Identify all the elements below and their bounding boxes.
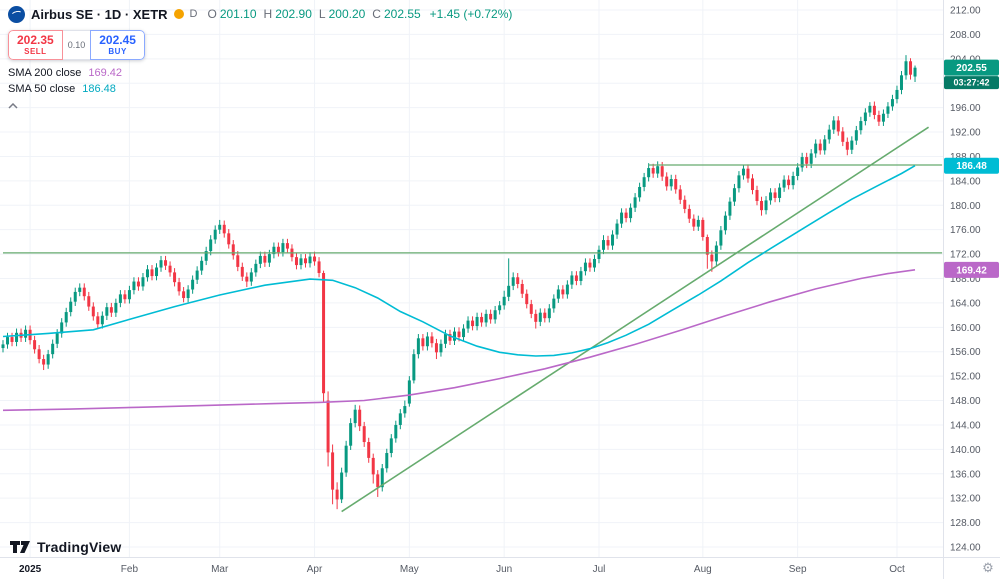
- collapse-legend-button[interactable]: [8, 100, 26, 112]
- price-tick-label: 160.00: [950, 323, 981, 334]
- candles-layer[interactable]: [1, 55, 917, 510]
- month-label: May: [400, 564, 419, 575]
- svg-text:186.48: 186.48: [956, 161, 987, 172]
- price-tick-label: 136.00: [950, 469, 981, 480]
- price-tick-label: 148.00: [950, 396, 981, 407]
- sma200-line[interactable]: [2, 269, 916, 412]
- low-value: 200.20: [328, 7, 366, 21]
- price-tick-label: 188.00: [950, 152, 981, 163]
- month-label: Sep: [789, 564, 807, 575]
- countdown-timer: 03:27:42: [953, 78, 989, 88]
- month-label: Jun: [496, 564, 512, 575]
- drawings-layer: [3, 126, 943, 513]
- price-tick-label: 184.00: [950, 176, 981, 187]
- indicator-sma200[interactable]: SMA 200 close 169.42: [8, 65, 512, 81]
- buy-sell-widget: 202.35 SELL 0.10 202.45 BUY: [8, 30, 145, 60]
- price-tick-label: 176.00: [950, 225, 981, 236]
- high-label: H: [263, 7, 273, 21]
- sell-price: 202.35: [17, 33, 54, 47]
- settings-icon[interactable]: ⚙: [982, 560, 994, 575]
- price-tick-label: 212.00: [950, 6, 981, 17]
- tradingview-logo[interactable]: TradingView: [10, 539, 121, 555]
- price-tick-label: 152.00: [950, 372, 981, 383]
- change-value: +1.45 (+0.72%): [429, 7, 513, 21]
- price-tick-label: 164.00: [950, 298, 981, 309]
- tradingview-logo-icon: [10, 540, 30, 553]
- high-value: 202.90: [275, 7, 312, 21]
- close-value: 202.55: [383, 7, 421, 21]
- close-label: C: [372, 7, 381, 21]
- sma200-price-badge: 169.42: [944, 261, 999, 278]
- month-label: Jul: [593, 564, 606, 575]
- delayed-data-icon: [173, 9, 184, 19]
- month-label: Apr: [307, 564, 323, 575]
- tradingview-brand-text: TradingView: [37, 539, 122, 555]
- sma50-line[interactable]: [2, 165, 916, 357]
- sell-button[interactable]: 202.35 SELL: [8, 30, 63, 60]
- price-tick-label: 172.00: [950, 250, 981, 261]
- buy-label: BUY: [108, 47, 127, 56]
- month-label: Oct: [889, 564, 905, 575]
- month-label: 2025: [19, 564, 42, 575]
- trendline[interactable]: [341, 126, 930, 513]
- buy-button[interactable]: 202.45 BUY: [90, 30, 145, 60]
- price-tick-label: 144.00: [950, 420, 981, 431]
- low-label: L: [318, 7, 326, 21]
- price-tick-label: 156.00: [950, 347, 981, 358]
- symbol-title[interactable]: Airbus SE · 1D · XETR: [31, 6, 168, 22]
- indicator-sma50-name: SMA 50 close: [8, 83, 76, 95]
- indicator-sma200-value: 169.42: [88, 67, 123, 79]
- indicator-sma200-name: SMA 200 close: [8, 67, 82, 79]
- time-tick-labels: 2025 Feb Mar Apr May Jun Jul Aug Sep Oct: [19, 564, 905, 575]
- sma50-price-badge: 186.48: [944, 157, 999, 174]
- month-label: Mar: [211, 564, 229, 575]
- ohlc-readout: O 201.10 H 202.90 L 200.20 C 202.55 +1.45 (+…: [207, 7, 512, 21]
- price-tick-label: 140.00: [950, 445, 981, 456]
- price-tick-label: 180.00: [950, 201, 981, 212]
- indicator-sma50-value: 186.48: [82, 83, 116, 95]
- sell-label: SELL: [24, 47, 47, 56]
- price-axis[interactable]: [944, 0, 1000, 557]
- buy-price: 202.45: [99, 33, 136, 47]
- interval-label: D: [189, 8, 198, 20]
- airbus-logo-icon: [8, 5, 25, 23]
- svg-text:202.55: 202.55: [956, 63, 987, 74]
- price-tick-label: 208.00: [950, 30, 981, 41]
- chart-legend: Airbus SE · 1D · XETR D O 201.10 H 202.90 …: [8, 5, 512, 112]
- grid-lines: [0, 0, 943, 557]
- last-price-badge: 202.55 03:27:42: [944, 59, 999, 90]
- spread-value: 0.10: [62, 30, 91, 60]
- price-tick-label: 132.00: [950, 494, 981, 505]
- month-label: Aug: [694, 564, 712, 575]
- price-tick-label: 196.00: [950, 103, 981, 114]
- price-tick-label: 124.00: [950, 542, 981, 553]
- month-label: Feb: [121, 564, 139, 575]
- time-axis[interactable]: [0, 557, 944, 579]
- price-tick-label: 192.00: [950, 128, 981, 139]
- indicator-sma50[interactable]: SMA 50 close 186.48: [8, 81, 512, 97]
- svg-text:169.42: 169.42: [956, 265, 987, 276]
- symbol-row: Airbus SE · 1D · XETR D O 201.10 H 202.90 …: [8, 5, 512, 23]
- open-label: O: [207, 7, 217, 21]
- chevron-up-icon: [8, 103, 18, 109]
- open-value: 201.10: [219, 7, 257, 21]
- price-tick-label: 128.00: [950, 518, 981, 529]
- price-tick-label: 168.00: [950, 274, 981, 285]
